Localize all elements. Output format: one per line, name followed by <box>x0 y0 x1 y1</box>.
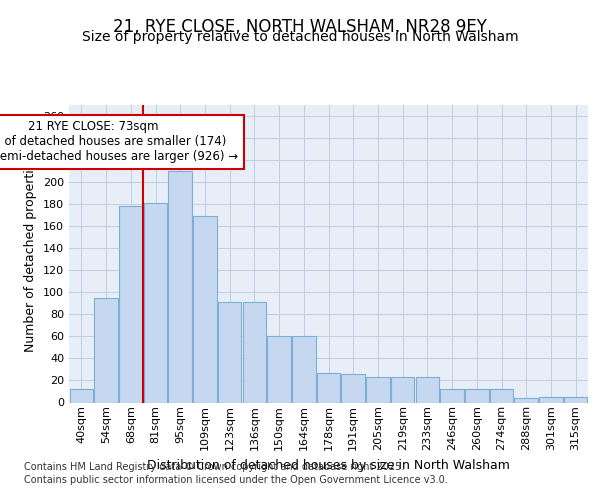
Bar <box>440 390 464 402</box>
Bar <box>169 171 192 402</box>
Text: 21 RYE CLOSE: 73sqm
← 16% of detached houses are smaller (174)
84% of semi-detac: 21 RYE CLOSE: 73sqm ← 16% of detached ho… <box>0 120 238 164</box>
Y-axis label: Number of detached properties: Number of detached properties <box>25 155 37 352</box>
Bar <box>366 377 389 402</box>
Bar <box>564 397 587 402</box>
Bar <box>416 377 439 402</box>
Bar <box>292 336 316 402</box>
Bar <box>144 203 167 402</box>
Text: 21, RYE CLOSE, NORTH WALSHAM, NR28 9EY: 21, RYE CLOSE, NORTH WALSHAM, NR28 9EY <box>113 18 487 36</box>
Bar <box>242 302 266 402</box>
Text: Contains public sector information licensed under the Open Government Licence v3: Contains public sector information licen… <box>24 475 448 485</box>
Bar <box>218 302 241 402</box>
Bar <box>391 377 415 402</box>
Bar <box>193 216 217 402</box>
Bar <box>317 373 340 402</box>
Bar <box>70 390 93 402</box>
Bar <box>341 374 365 402</box>
Bar <box>490 390 513 402</box>
Bar <box>94 298 118 403</box>
Bar <box>514 398 538 402</box>
X-axis label: Distribution of detached houses by size in North Walsham: Distribution of detached houses by size … <box>147 458 510 471</box>
Text: Contains HM Land Registry data © Crown copyright and database right 2025.: Contains HM Land Registry data © Crown c… <box>24 462 404 472</box>
Bar <box>539 397 563 402</box>
Text: Size of property relative to detached houses in North Walsham: Size of property relative to detached ho… <box>82 30 518 44</box>
Bar <box>465 390 488 402</box>
Bar <box>119 206 143 402</box>
Bar <box>268 336 291 402</box>
